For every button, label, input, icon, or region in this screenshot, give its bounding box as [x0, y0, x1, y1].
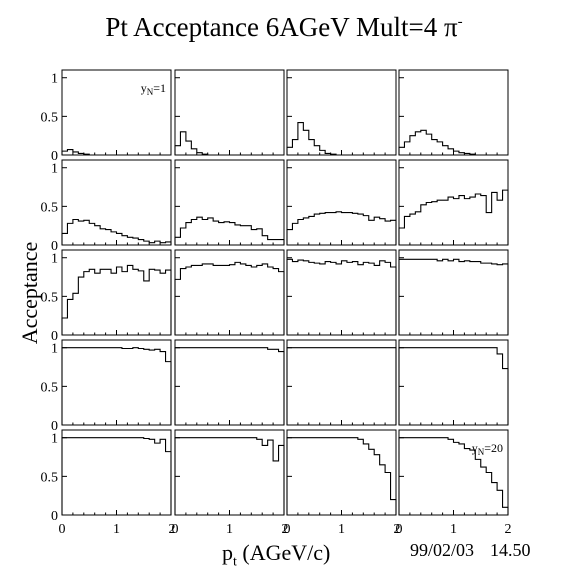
histogram-line — [286, 347, 397, 425]
histogram-line — [61, 347, 172, 425]
panel-7 — [286, 159, 397, 246]
panel-frame — [174, 249, 285, 336]
histogram-line — [61, 218, 172, 245]
y-tick-label: 1 — [51, 342, 58, 357]
panel-13: 00.51 — [41, 339, 172, 434]
panel-19: 0 1 2 — [284, 429, 401, 537]
x-tick-label: 1 — [338, 522, 345, 537]
title-superscript: - — [457, 14, 463, 30]
panel-annotation: yN=20 — [472, 441, 503, 457]
x-tick-label: 2 — [394, 522, 401, 537]
panel-4 — [398, 69, 509, 156]
panel-16 — [398, 339, 509, 426]
x-tick-label: 2 — [282, 522, 289, 537]
panel-frame — [174, 159, 285, 246]
y-tick-label: 1 — [51, 72, 58, 87]
panel-frame — [286, 69, 397, 156]
x-tick-label: 0 — [396, 522, 403, 537]
histogram-line — [286, 121, 396, 156]
x-tick-label: 0 — [284, 522, 291, 537]
x-axis-label-main: p — [222, 540, 233, 565]
histogram-line — [286, 211, 397, 245]
histogram-line — [174, 347, 285, 425]
histogram-line — [61, 437, 172, 515]
panel-2 — [174, 69, 285, 156]
histogram-line — [398, 437, 509, 515]
panel-14 — [174, 339, 285, 426]
histogram-line — [174, 131, 284, 156]
panel-frame — [61, 339, 172, 426]
timestamp-date: 99/02/03 — [410, 540, 475, 560]
panel-18: 0 1 2 — [172, 429, 289, 537]
y-tick-label: 0 — [51, 509, 58, 524]
x-axis-label: pt (AGeV/c) — [222, 540, 330, 570]
panel-12 — [398, 249, 509, 336]
y-tick-label: 1 — [51, 162, 58, 177]
histogram-line — [174, 216, 285, 245]
annotation-main: y — [141, 81, 147, 95]
timestamp-time: 14.50 — [490, 540, 531, 560]
panel-6 — [174, 159, 285, 246]
panel-frame — [398, 339, 509, 426]
annotation-main: y — [472, 441, 478, 455]
x-tick-label: 0 — [59, 522, 66, 537]
y-tick-label: 0 — [51, 149, 58, 164]
x-tick-label: 1 — [226, 522, 233, 537]
panel-frame — [398, 69, 509, 156]
y-tick-label: 1 — [51, 432, 58, 447]
panel-11 — [286, 249, 397, 336]
y-tick-label: 0 — [51, 239, 58, 254]
panel-frame — [286, 159, 397, 246]
panel-frame — [286, 339, 397, 426]
annotation-rest: =20 — [484, 441, 503, 455]
histogram-line — [398, 258, 509, 335]
histogram-line — [286, 437, 397, 515]
y-tick-label: 0.5 — [41, 470, 59, 485]
x-axis-label-unit: (AGeV/c) — [236, 540, 331, 565]
histogram-line — [61, 264, 172, 335]
panel-15 — [286, 339, 397, 426]
chart-title: Pt Acceptance 6AGeV Mult=4 π- — [0, 12, 568, 43]
histogram-line — [174, 437, 285, 515]
x-tick-label: 2 — [505, 522, 512, 537]
panel-3 — [286, 69, 397, 156]
histogram-line — [286, 258, 397, 335]
y-tick-label: 0 — [51, 329, 58, 344]
panel-frame — [286, 429, 397, 516]
panel-17: 0 0.5 1 0 1 2 — [41, 429, 176, 537]
annotation-sub: N — [147, 87, 154, 97]
panel-10 — [174, 249, 285, 336]
histogram-line — [398, 129, 508, 156]
panel-annotation: yN=1 — [141, 81, 166, 97]
panel-9: 00.51 — [41, 249, 172, 344]
title-text: Pt Acceptance 6AGeV Mult=4 π — [105, 12, 458, 42]
y-tick-label: 0.5 — [41, 110, 59, 125]
histogram-line — [398, 189, 509, 245]
x-tick-label: 1 — [113, 522, 120, 537]
y-tick-label: 0.5 — [41, 200, 59, 215]
timestamp: 99/02/03 14.50 — [410, 540, 531, 561]
panel-1: 00.51 — [41, 69, 172, 164]
y-tick-label: 0.5 — [41, 290, 59, 305]
panel-frame — [174, 339, 285, 426]
y-tick-label: 0.5 — [41, 380, 59, 395]
x-tick-label: 2 — [169, 522, 176, 537]
annotation-sub: N — [478, 447, 485, 457]
x-tick-label: 0 — [172, 522, 179, 537]
histogram-line — [174, 261, 285, 335]
panel-20: 0 1 2 — [396, 429, 512, 537]
y-tick-label: 1 — [51, 252, 58, 267]
panel-5: 00.51 — [41, 159, 172, 254]
panel-8 — [398, 159, 509, 246]
histogram-line — [398, 347, 509, 425]
x-tick-label: 1 — [450, 522, 457, 537]
y-tick-label: 0 — [51, 419, 58, 434]
histogram-line — [61, 149, 171, 156]
x-axis-label-sub: t — [233, 554, 237, 570]
annotation-rest: =1 — [153, 81, 166, 95]
